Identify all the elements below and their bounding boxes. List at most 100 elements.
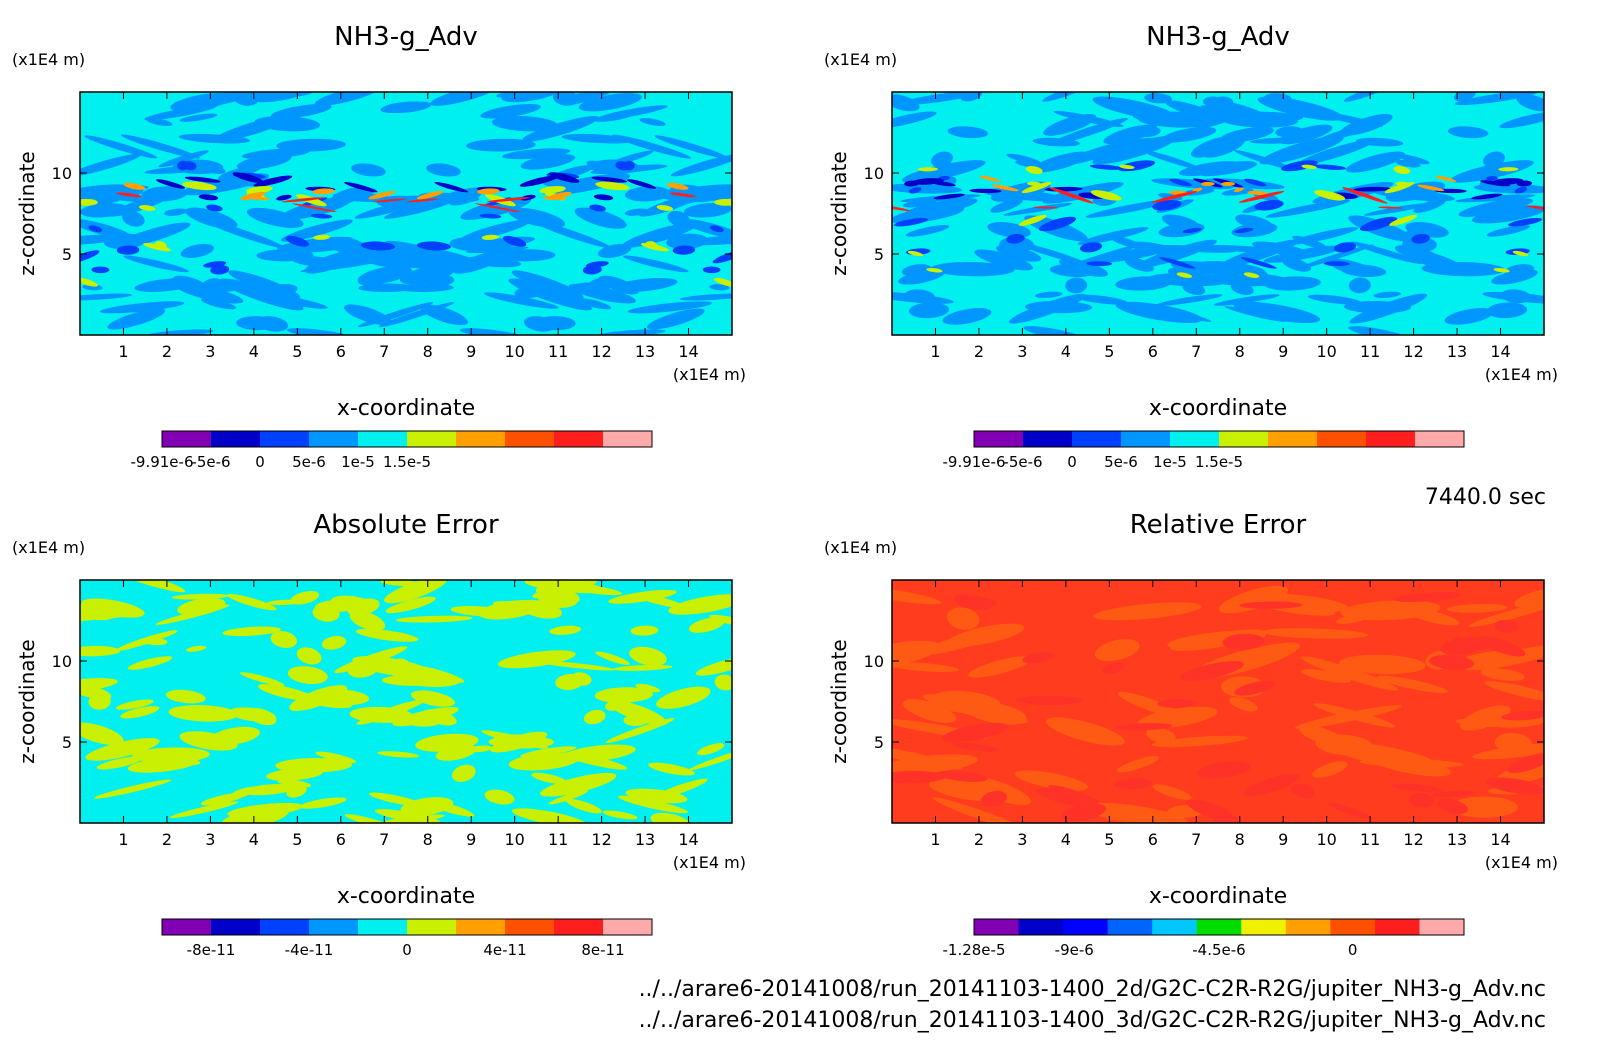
contour-region [1342,187,1388,204]
x-axis-label: x-coordinate [337,396,475,421]
colorbar-label: -9.91e-6 [943,453,1006,471]
x-tick-label: 2 [974,342,984,361]
contour-region [562,744,636,762]
x-axis-label: x-coordinate [337,884,475,909]
heatmap-field [80,92,732,335]
contour-region [271,103,332,119]
contour-region [286,328,353,335]
chart-panel-3: Absolute Error(x1E4 m)1 2 3 4 5 6 7 8 9 10 11 12 13 1… [12,510,746,959]
contour-region [80,277,99,287]
contour-region [968,656,1032,678]
y-tick-label: 5 [62,733,72,752]
contour-region [222,626,281,637]
contour-region [1455,194,1536,203]
contour-region [182,181,217,191]
contour-region [200,298,237,310]
contour-region [1333,242,1357,253]
contour-region [1016,695,1083,706]
x-tick-label: 4 [1061,830,1071,849]
contour-region [585,261,609,268]
contour-region [892,640,941,668]
x-tick-label: 14 [1490,342,1510,361]
contour-region [123,255,189,273]
contour-region [484,789,515,805]
contour-region [236,154,292,170]
contour-region [80,678,118,692]
contour-region [542,196,566,201]
contour-region [313,234,331,240]
contour-region [1234,680,1275,696]
x-tick-label: 14 [678,830,698,849]
contour-region [168,705,239,722]
contour-region [99,301,185,314]
contour-region [574,207,627,229]
contour-region [979,175,1001,182]
contour-region [570,672,592,686]
contour-region [1504,264,1535,277]
contour-region [582,265,602,275]
colorbar-swatch [1196,919,1242,935]
contour-region [688,617,725,633]
time-label: 7440.0 sec [1425,485,1546,510]
contour-region [1089,164,1123,170]
contour-region [630,625,659,636]
y-tick-label: 10 [52,652,72,671]
contour-region [1471,205,1544,224]
contour-region [1257,96,1344,121]
contour-region [598,329,666,335]
contour-region [1230,282,1254,295]
contour-region [595,651,630,665]
x-tick-label: 2 [162,830,172,849]
contour-region [300,258,388,273]
contour-region [1093,602,1202,621]
contour-region [1200,181,1215,187]
x-tick-label: 8 [423,830,433,849]
colorbar-label: 0 [255,453,265,471]
contour-region [540,772,617,797]
contour-region [349,610,386,631]
contour-region [960,596,997,607]
contour-region [1239,601,1303,609]
contour-region [103,195,155,203]
contour-region [548,790,589,805]
contour-region [1516,94,1544,112]
contour-region [1115,301,1203,324]
contour-region [535,316,576,331]
contour-region [1190,136,1235,158]
contour-region [1486,225,1531,237]
y-unit-label: (x1E4 m) [12,538,85,557]
contour-region [639,117,666,127]
contour-region [502,148,571,160]
heatmap-field [892,585,1544,823]
contour-region [385,596,436,614]
contour-region [163,208,188,216]
contour-region [597,243,632,258]
contour-region [1229,697,1258,712]
contour-region [952,742,1000,752]
contour-region [477,188,500,195]
contour-region [969,188,1002,194]
contour-region [1468,599,1544,627]
contour-region [1022,652,1055,664]
contour-region [688,746,732,771]
contour-region [1389,214,1418,226]
contour-region [1074,294,1129,305]
colorbar-label: 4e-11 [483,941,526,959]
contour-region [368,190,396,200]
contour-region [648,762,695,776]
contour-region [189,160,226,174]
contour-region [1094,638,1140,662]
contour-region [656,686,711,709]
contour-region [650,812,691,823]
x-tick-label: 5 [1104,342,1114,361]
x-tick-label: 3 [205,342,215,361]
contour-region [94,779,172,799]
contour-region [892,291,954,304]
x-tick-label: 5 [292,342,302,361]
x-tick-label: 14 [678,342,698,361]
contour-region [1035,788,1086,806]
contour-region [435,744,477,761]
contour-region [683,203,732,218]
contour-region [1023,326,1088,335]
contour-region [657,195,709,203]
